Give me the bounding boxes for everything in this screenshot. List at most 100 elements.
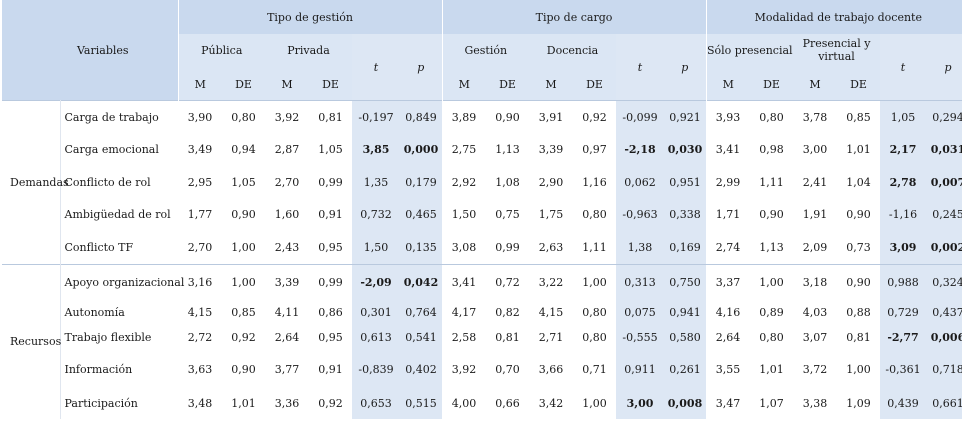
p-value: 0,002 [926,231,962,264]
t-stat-header: t [616,34,665,101]
t-value: 2,17 [880,133,927,166]
sd-value: 0,91 [318,363,343,376]
t-value: 0,653 [352,388,401,419]
sd-value: 0,99 [309,263,353,301]
sd-value: 0,80 [750,100,794,134]
sd-value: 0,85 [837,100,881,134]
p-value: 0,000 [400,133,443,166]
mean-value: 2,70 [274,175,300,189]
mean-value: 3,48 [187,397,213,410]
t-value: 0,439 [880,388,927,419]
p-value: 0,849 [400,100,443,134]
mean-value: 3,63 [187,363,213,376]
t-value: 1,05 [880,100,927,134]
sd-value: 1,13 [759,240,784,254]
t-value: 3,00 [616,388,665,419]
sd-value: 0,82 [495,306,520,319]
table-row: Conflicto TF 2,70 1,00 2,43 0,95 1,50 0,135 3,0… [2,231,962,264]
p-stat-header: p [664,34,707,101]
mean-value: 2,64 [274,331,300,344]
de-header: DE [309,68,353,101]
p-value: 0,007 [926,166,962,199]
m-header: M [705,68,751,101]
mean-value: 3,92 [265,100,310,134]
sd-value: 0,70 [495,363,520,376]
t-value: 0,301 [352,300,401,325]
p-value: 0,042 [400,263,443,301]
mean-value: 2,41 [802,175,828,189]
variable-name: Autonomía [64,306,125,319]
sd-value: 1,00 [573,263,617,301]
subgroup-header: Gestión [441,34,530,68]
mean-value: 4,03 [802,306,828,319]
variable-name: Información [64,363,133,376]
sd-value: 0,72 [486,263,530,301]
t-value: 2,78 [880,166,927,199]
sd-value: 0,88 [846,306,871,319]
t-value: -0,197 [352,100,401,134]
t-value: 0,075 [616,300,665,325]
sd-value: 1,09 [846,397,871,410]
mean-value: 2,92 [451,175,477,189]
p-value: 0,338 [664,198,707,231]
subgroup-header: Pública [177,34,266,68]
table-row: Trabajo flexible 2,72 0,92 2,64 0,95 0,613 0,5… [2,324,962,351]
t-stat-header: t [880,34,927,101]
mean-value: 3,38 [802,397,828,410]
mean-value: 3,08 [451,240,477,254]
p-value: 0,921 [664,100,707,134]
sd-value: 1,05 [231,175,256,189]
sd-value: 0,95 [318,331,343,344]
variable-name: Conflicto de rol [64,175,151,189]
sd-value: 0,90 [759,208,784,222]
subgroup-header: Presencial y virtual [793,34,881,68]
p-value: 0,008 [664,388,707,419]
mean-value: 1,71 [715,208,741,222]
mean-value: 3,37 [706,263,751,301]
mean-value: 3,90 [178,100,223,134]
de-header: DE [486,68,530,101]
results-table: Variables Tipo de gestión Tipo de cargo Mod… [2,0,962,419]
table-row: Demandas Carga de trabajo 3,90 0,80 3,92 0,81… [2,100,962,264]
t-value: 0,062 [616,166,665,199]
mean-value: 2,64 [715,331,741,344]
sd-value: 0,92 [573,100,617,134]
mean-value: 2,09 [802,240,828,254]
sd-value: 0,90 [846,208,871,222]
sd-value: 0,90 [231,363,256,376]
t-value: 1,50 [352,231,401,264]
p-value: 0,261 [664,350,707,389]
variable-name: Participación [64,397,138,410]
mean-value: 3,39 [265,263,310,301]
sd-value: 0,81 [309,100,353,134]
table-row: Conflicto de rol 2,95 1,05 2,70 0,99 1,35 0,17… [2,166,962,199]
sd-value: 1,05 [318,143,343,157]
sd-value: 0,80 [582,208,607,222]
p-value: 0,030 [664,133,707,166]
group-header: Tipo de gestión [177,0,443,34]
sd-value: 0,75 [495,208,520,222]
sd-value: 0,90 [231,208,256,222]
t-value: -0,361 [880,350,927,389]
sd-value: 0,90 [486,100,530,134]
sd-value: 0,86 [318,306,343,319]
t-value: 3,85 [352,133,401,166]
t-value: -2,09 [352,263,401,301]
m-header: M [793,68,838,101]
mean-value: 2,43 [274,240,300,254]
sd-value: 0,85 [231,306,256,319]
t-value: -0,839 [352,350,401,389]
variable-name: Carga emocional [64,143,159,157]
subgroup-header: Privada [265,34,353,68]
sd-value: 0,91 [318,208,343,222]
p-value: 0,402 [400,350,443,389]
sd-value: 1,16 [582,175,607,189]
sd-value: 0,81 [495,331,520,344]
sd-value: 0,73 [846,240,871,254]
de-header: DE [750,68,794,101]
t-value: 3,09 [880,231,927,264]
t-value: -1,16 [880,198,927,231]
mean-value: 4,15 [538,306,564,319]
mean-value: 1,60 [274,208,300,222]
sd-value: 0,80 [582,306,607,319]
